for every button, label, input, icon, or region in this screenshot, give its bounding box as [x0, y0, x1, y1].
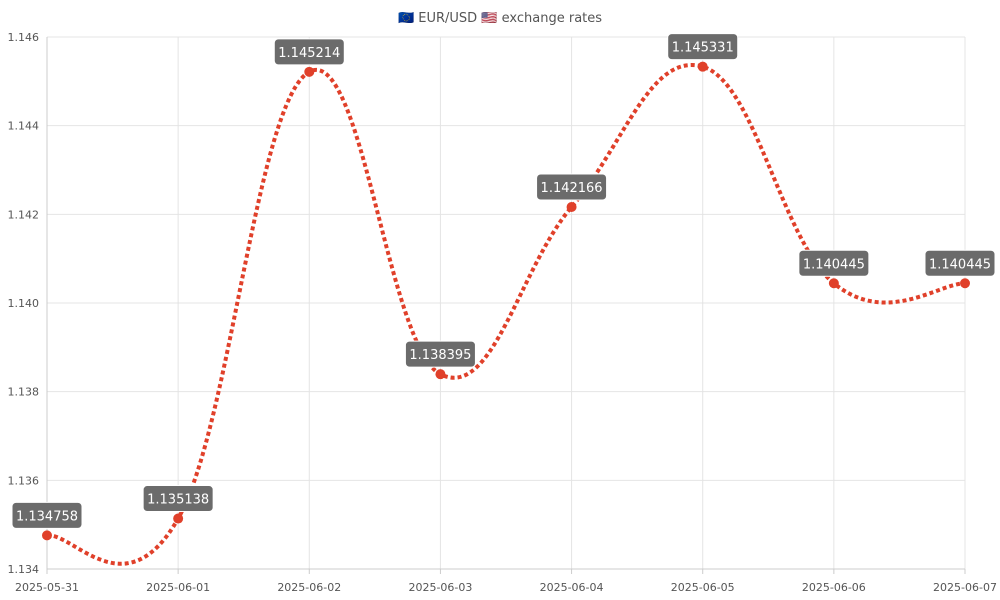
data-label: 1.145214: [273, 38, 345, 66]
data-point[interactable]: [173, 513, 184, 524]
data-label-text: 1.135138: [147, 493, 209, 508]
data-points: [42, 61, 970, 541]
data-label-box: [924, 249, 996, 277]
data-label-text: 1.142166: [541, 181, 603, 196]
grid: [46, 36, 966, 570]
data-label-text: 1.140445: [803, 257, 865, 272]
data-label-text: 1.134758: [16, 509, 78, 524]
data-label: 1.138395: [404, 340, 476, 368]
data-label: 1.142166: [536, 173, 608, 201]
data-point[interactable]: [42, 530, 52, 541]
data-label: 1.140445: [798, 249, 870, 277]
series: [46, 63, 966, 566]
y-axis-ticks: 1.134 1.136 1.138 1.140 1.142 1.144 1.146: [8, 31, 40, 576]
data-label: 1.134758: [11, 501, 83, 529]
data-label: 1.140445: [924, 249, 996, 277]
data-label-box: [273, 38, 345, 66]
x-tick-label: 2025-06-01: [146, 581, 210, 594]
y-tick-label: 1.142: [8, 208, 40, 221]
x-tick-label: 2025-06-07: [933, 581, 997, 594]
y-tick-label: 1.146: [8, 31, 40, 44]
data-label-text: 1.140445: [929, 257, 991, 272]
data-label-box: [142, 485, 214, 513]
x-tick-label: 2025-06-06: [802, 581, 866, 594]
data-point[interactable]: [435, 369, 446, 380]
data-point[interactable]: [697, 61, 708, 72]
x-tick-label: 2025-06-02: [277, 581, 341, 594]
x-axis-ticks: 2025-05-31 2025-06-01 2025-06-02 2025-06-03…: [15, 581, 997, 594]
data-label-box: [11, 501, 83, 529]
data-point[interactable]: [304, 66, 315, 77]
x-tick-label: 2025-06-05: [671, 581, 735, 594]
data-label: 1.145331: [667, 33, 739, 61]
data-label-text: 1.145214: [278, 46, 340, 61]
x-tick-label: 2025-05-31: [15, 581, 79, 594]
axes: [46, 37, 966, 574]
data-labels: 1.134758 1.135138 1.145214 1.138395 1.142166…: [11, 33, 996, 529]
data-label-box: [536, 173, 608, 201]
y-tick-label: 1.136: [8, 474, 40, 487]
data-label-box: [798, 249, 870, 277]
y-tick-label: 1.134: [8, 563, 40, 576]
data-label-box: [404, 340, 476, 368]
y-tick-label: 1.138: [8, 386, 40, 399]
data-point[interactable]: [828, 278, 839, 289]
data-point[interactable]: [566, 201, 577, 212]
data-label-box: [667, 33, 739, 61]
data-label-text: 1.145331: [672, 41, 734, 56]
data-label: 1.135138: [142, 485, 214, 513]
data-point[interactable]: [960, 278, 970, 289]
y-tick-label: 1.140: [8, 297, 40, 310]
y-tick-label: 1.144: [8, 120, 40, 133]
x-tick-label: 2025-06-04: [540, 581, 604, 594]
x-tick-label: 2025-06-03: [408, 581, 472, 594]
series-line: [46, 63, 966, 566]
chart-title: 🇪🇺 EUR/USD 🇺🇸 exchange rates: [398, 11, 602, 26]
data-label-text: 1.138395: [409, 348, 471, 363]
